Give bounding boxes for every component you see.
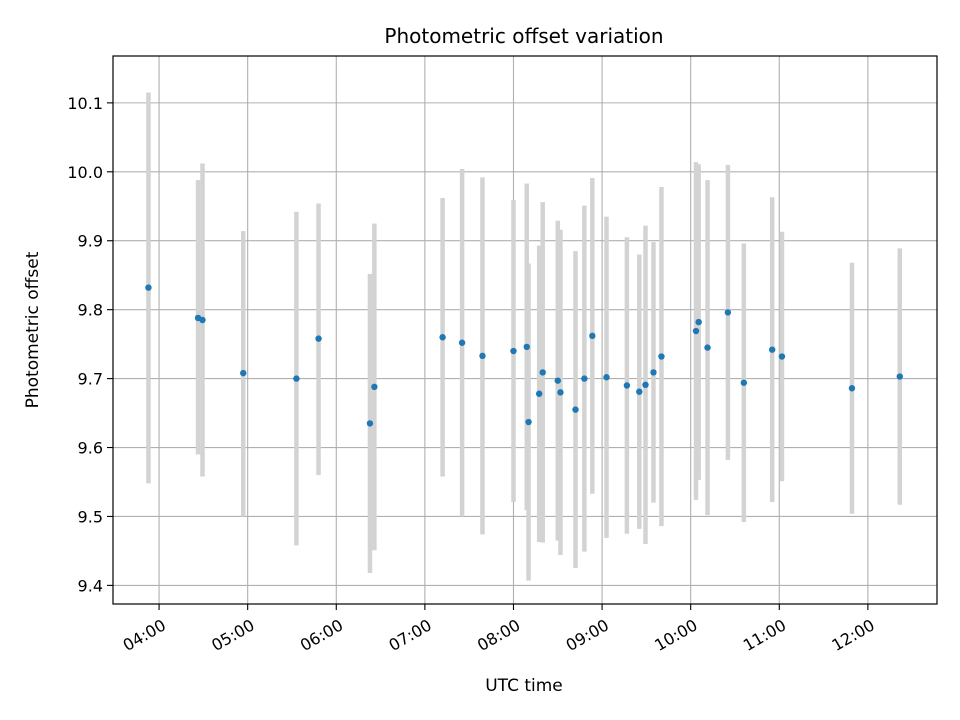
data-point	[658, 353, 665, 360]
chart-title: Photometric offset variation	[384, 24, 663, 48]
data-point	[554, 377, 561, 384]
y-tick-label: 9.6	[78, 439, 103, 458]
data-point	[848, 385, 856, 392]
data-point	[199, 316, 206, 324]
data-point	[740, 379, 748, 386]
plot-area-frame	[112, 55, 938, 605]
data-point	[479, 352, 486, 360]
data-point	[695, 318, 702, 326]
y-axis-title: Photometric offset	[23, 251, 43, 408]
x-axis-title: UTC time	[485, 676, 563, 696]
y-tick-label: 9.5	[78, 507, 103, 526]
data-point	[366, 420, 374, 427]
data-point	[293, 375, 300, 382]
y-tick-label: 9.9	[78, 232, 103, 251]
data-point	[589, 332, 596, 340]
y-tick-label: 9.7	[78, 370, 103, 389]
data-point	[439, 334, 446, 341]
data-point	[623, 382, 631, 389]
data-point	[724, 309, 732, 316]
data-point	[704, 344, 711, 351]
data-point	[642, 381, 649, 388]
data-point	[896, 373, 903, 380]
data-point	[510, 347, 517, 355]
y-tick-label: 10.0	[67, 163, 103, 182]
data-point	[557, 389, 564, 396]
data-point	[572, 406, 579, 413]
y-tick-label: 9.4	[78, 576, 103, 595]
data-point	[315, 335, 322, 342]
point-layer	[145, 284, 903, 427]
data-point	[636, 388, 643, 395]
data-point	[778, 353, 786, 360]
y-axis: 9.4 9.5 9.6 9.7 9.8 9.9 10.0 10.1	[67, 94, 113, 595]
data-point	[692, 327, 700, 335]
data-point	[539, 369, 546, 376]
data-point	[535, 390, 543, 397]
data-point	[523, 343, 530, 351]
data-point	[240, 369, 247, 377]
data-point	[603, 374, 610, 381]
data-point	[145, 284, 152, 291]
data-point	[769, 346, 776, 353]
data-point	[581, 375, 588, 382]
y-tick-label: 10.1	[67, 94, 103, 113]
data-point	[371, 383, 378, 391]
data-point	[650, 369, 657, 376]
y-tick-label: 9.8	[78, 301, 103, 320]
data-point	[525, 418, 532, 426]
data-point	[458, 339, 466, 346]
